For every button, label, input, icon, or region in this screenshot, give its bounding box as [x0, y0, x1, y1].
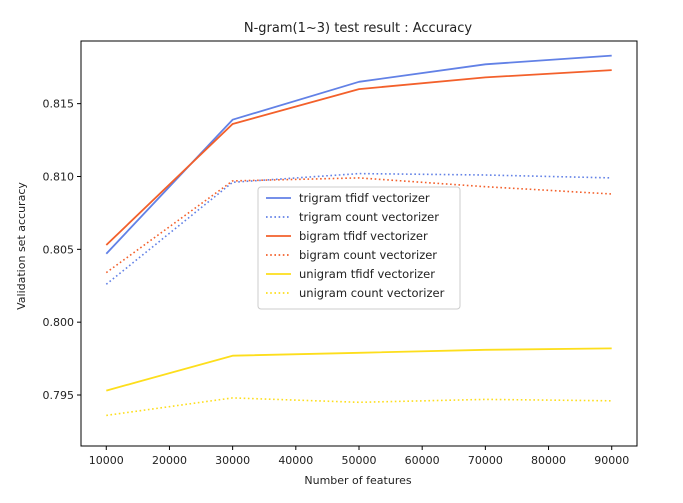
y-tick-label: 0.805 — [43, 243, 75, 256]
x-tick-label: 20000 — [152, 454, 187, 467]
legend-label: trigram tfidf vectorizer — [299, 191, 430, 205]
y-axis-title: Validation set accuracy — [15, 182, 28, 310]
y-tick-label: 0.795 — [43, 389, 75, 402]
x-tick-label: 60000 — [405, 454, 440, 467]
series-line-bigram-count-vectorizer — [105, 177, 612, 274]
chart-title: N-gram(1~3) test result : Accuracy — [244, 21, 473, 36]
legend-label: bigram tfidf vectorizer — [299, 229, 428, 243]
series-line-unigram-count-vectorizer — [106, 397, 612, 417]
legend: trigram tfidf vectorizer trigram count ve… — [257, 186, 461, 310]
legend-label: bigram count vectorizer — [299, 248, 437, 262]
x-tick-label: 50000 — [342, 454, 377, 467]
y-tick-label: 0.800 — [43, 316, 75, 329]
x-tick-label: 30000 — [215, 454, 250, 467]
x-tick-label: 40000 — [278, 454, 313, 467]
series-layer — [105, 54, 612, 417]
x-tick-label: 10000 — [89, 454, 124, 467]
x-axis-title: Number of features — [304, 474, 411, 487]
legend-label: trigram count vectorizer — [299, 210, 439, 224]
x-axis: 10000 20000 30000 40000 50000 60000 70000 80000… — [89, 446, 629, 467]
series-line-bigram-tfidf-vectorizer — [105, 69, 612, 246]
x-tick-label: 80000 — [531, 454, 566, 467]
y-tick-label: 0.815 — [43, 98, 75, 111]
legend-label: unigram tfidf vectorizer — [299, 267, 435, 281]
y-axis: 0.795 0.800 0.805 0.810 0.815 — [43, 98, 81, 402]
series-line-unigram-tfidf-vectorizer — [106, 347, 612, 392]
legend-box — [257, 186, 461, 310]
legend-label: unigram count vectorizer — [299, 286, 445, 300]
x-tick-label: 90000 — [594, 454, 629, 467]
y-tick-label: 0.810 — [43, 170, 75, 183]
x-tick-label: 70000 — [468, 454, 503, 467]
